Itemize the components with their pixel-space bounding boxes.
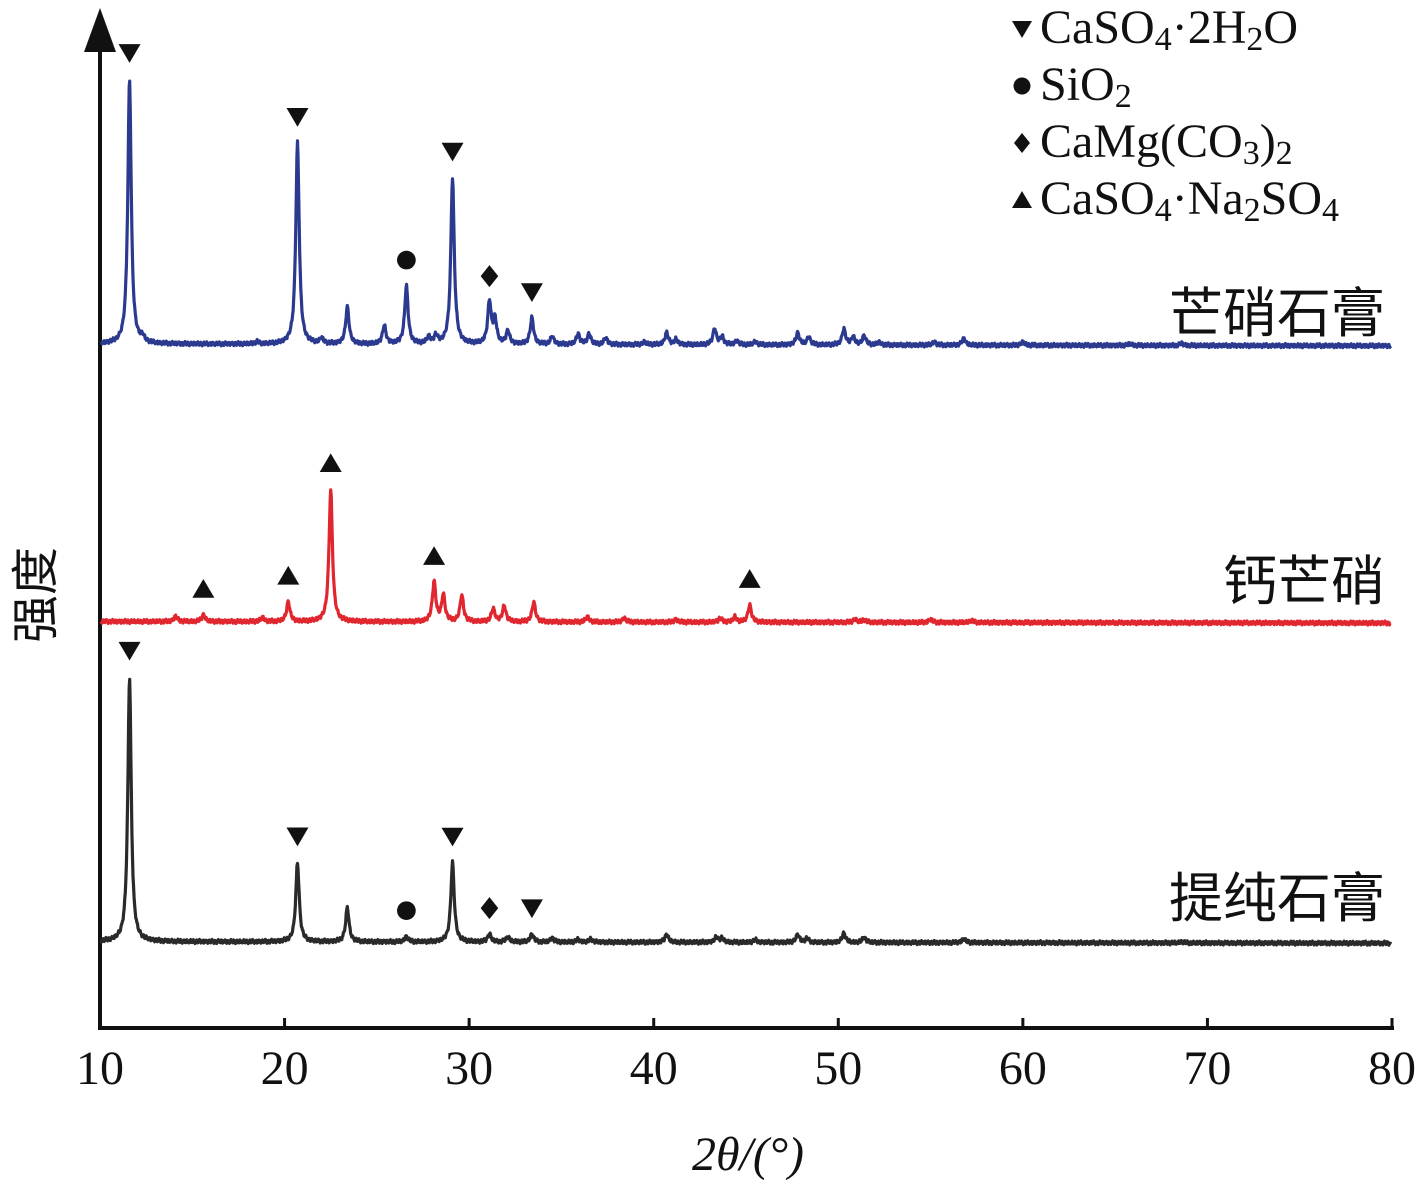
axes: 10 20 30 40 50 60 70 80 [76, 8, 1416, 1095]
series-label: 提纯石膏 [1169, 869, 1385, 929]
series-label: 芒硝石膏 [1169, 284, 1385, 344]
triangle-down-marker-icon [441, 827, 464, 847]
diamond-legend-icon [1014, 133, 1030, 153]
peak-marker-layer [118, 44, 761, 921]
triangle-down-marker-icon [286, 108, 309, 127]
y-axis-arrow [84, 8, 116, 52]
x-tick-label: 50 [814, 1042, 862, 1095]
circle-legend-icon [1013, 77, 1031, 95]
triangle-down-marker-icon [441, 142, 464, 162]
legend-label: CaSO4·2H2O [1040, 1, 1298, 58]
x-axis-label: 2θ/(°) [692, 1128, 804, 1181]
circle-marker-icon [397, 250, 416, 270]
triangle-down-marker-icon [286, 827, 309, 847]
diamond-marker-icon [480, 897, 499, 920]
x-tick-label: 20 [261, 1042, 309, 1095]
legend-label: SiO2 [1040, 58, 1132, 115]
diamond-marker-icon [480, 265, 499, 288]
legend-label: CaSO4·Na2SO4 [1040, 172, 1339, 229]
series-line [99, 488, 1392, 627]
triangle-down-marker-icon [520, 899, 543, 919]
triangle-up-marker-icon [319, 453, 342, 473]
series-line [99, 677, 1393, 947]
triangle-up-marker-icon [738, 569, 761, 588]
x-tick-label: 30 [445, 1042, 493, 1095]
circle-marker-icon [397, 901, 416, 921]
triangle-down-legend-icon [1012, 21, 1032, 38]
x-tick-label: 80 [1368, 1042, 1416, 1095]
x-tick-label: 60 [999, 1042, 1047, 1095]
triangle-up-marker-icon [192, 579, 215, 598]
x-tick-label: 40 [630, 1042, 678, 1095]
triangle-down-marker-icon [118, 641, 141, 661]
triangle-up-marker-icon [423, 546, 446, 565]
series-label: 钙芒硝 [1223, 552, 1385, 612]
x-tick-label: 10 [76, 1042, 124, 1095]
triangle-up-legend-icon [1012, 191, 1032, 208]
triangle-down-marker-icon [118, 44, 141, 63]
triangle-up-marker-icon [277, 565, 300, 585]
triangle-down-marker-icon [520, 283, 543, 302]
series-line [99, 79, 1392, 350]
x-tick-label: 70 [1183, 1042, 1231, 1095]
legend-label: CaMg(CO3)2 [1040, 115, 1293, 172]
y-axis-label: 强度 [10, 547, 63, 643]
